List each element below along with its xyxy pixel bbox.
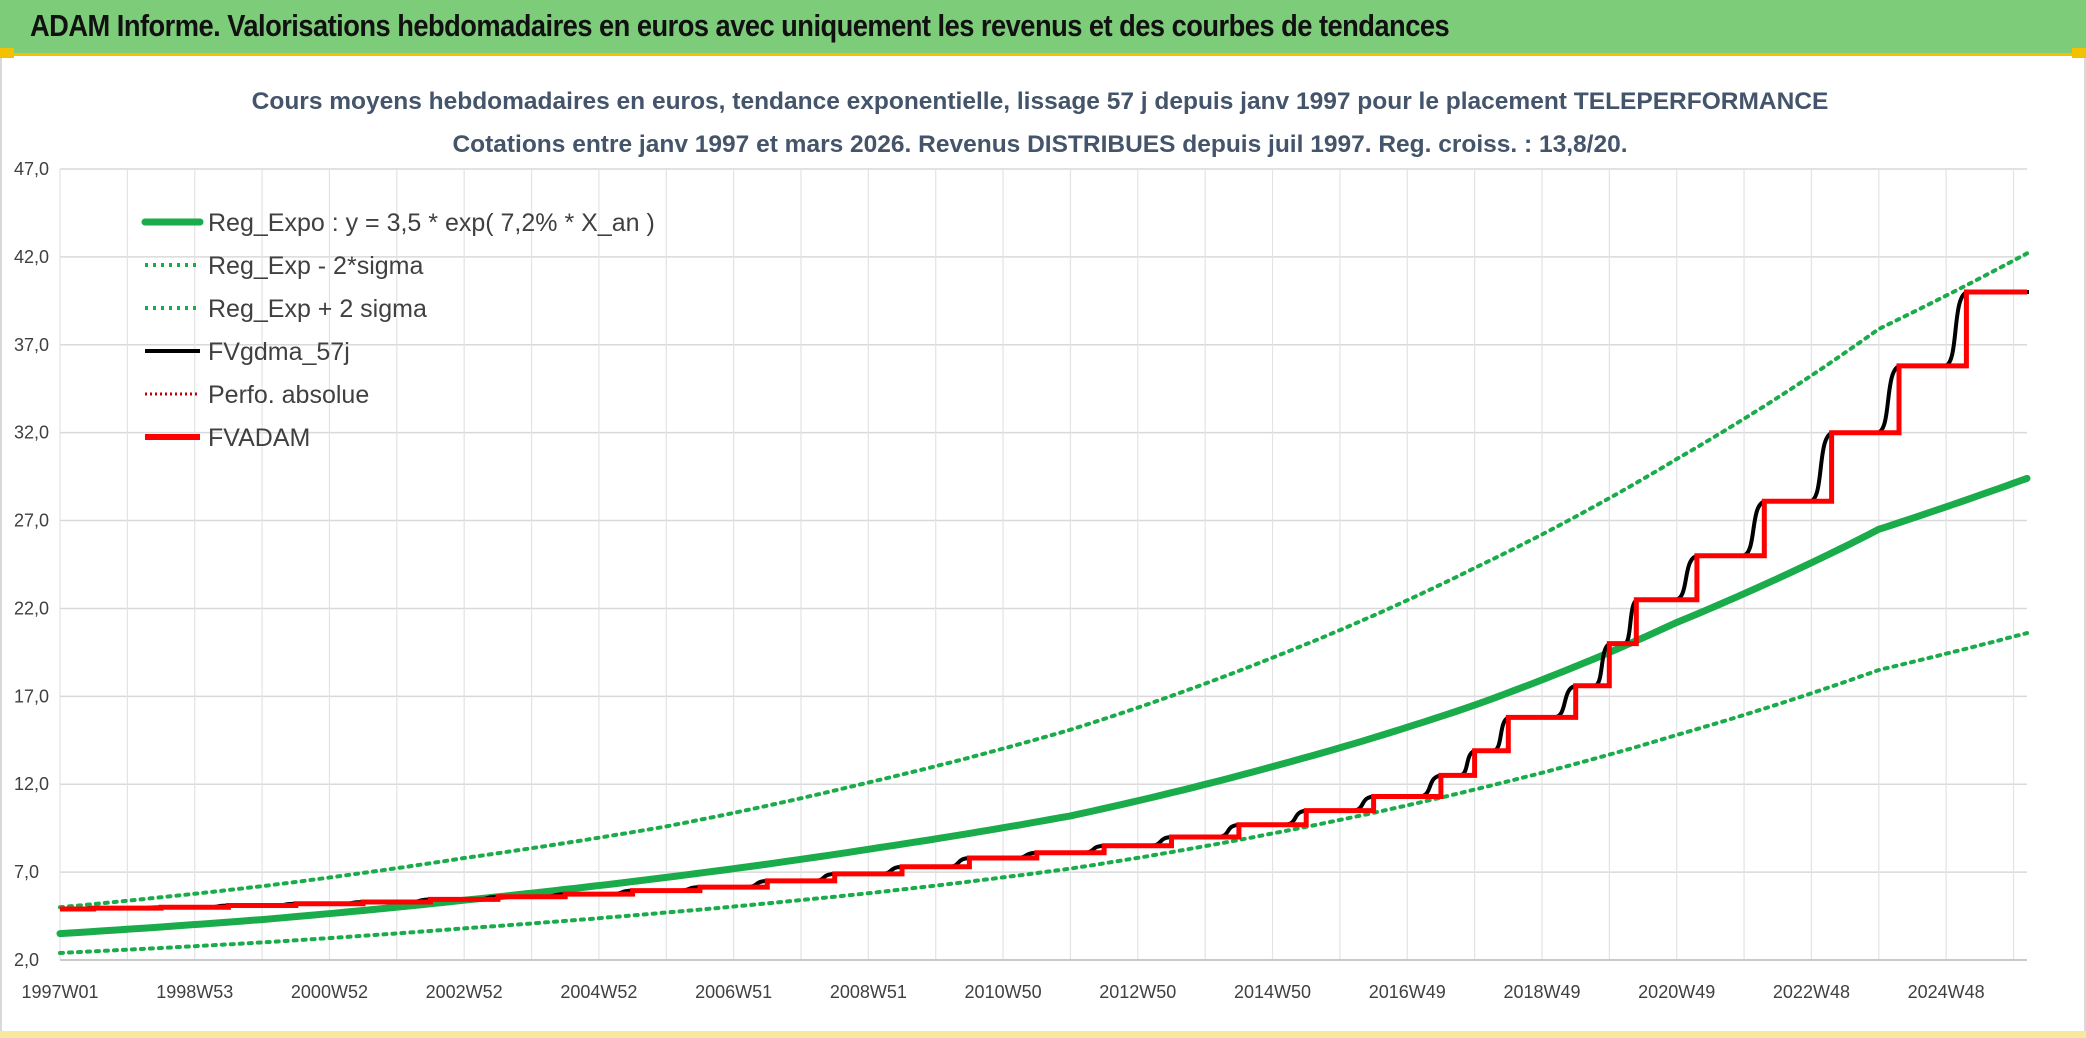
series-reg-exp-plus-2sigma [58,251,2029,910]
legend-label-perfo-absolue: Perfo. absolue [208,381,369,409]
x-tick-label: 1998W53 [156,982,233,1002]
y-tick-label: 17,0 [14,686,49,706]
series-reg-exp-minus-2sigma [58,631,2029,955]
legend-label-fvadam: FVADAM [208,424,310,452]
grid [59,168,2027,961]
legend-label-reg-exp-minus: Reg_Exp - 2*sigma [208,252,423,280]
x-tick-label: 2010W50 [965,982,1042,1002]
y-tick-label: 7,0 [14,862,39,882]
y-tick-label: 37,0 [14,335,49,355]
y-tick-label: 22,0 [14,598,49,618]
legend-item-reg-exp-plus: Reg_Exp + 2 sigma [145,295,427,323]
series-reg-expo [56,474,2031,938]
legend-label-reg-expo: Reg_Expo : y = 3,5 * exp( 7,2% * X_an ) [208,209,655,237]
y-tick-label: 42,0 [14,247,49,267]
legend-label-fvgdma: FVgdma_57j [208,338,350,366]
x-tick-label: 2022W48 [1773,982,1850,1002]
y-tick-label: 47,0 [14,159,49,179]
chart-area: 2,0 7,0 12,0 17,0 22,0 27,0 32,0 37,0 42,0 47,0 19… [14,88,2031,1002]
x-tick-label: 1997W01 [21,982,98,1002]
legend-item-reg-expo: Reg_Expo : y = 3,5 * exp( 7,2% * X_an ) [141,209,655,237]
x-tick-label: 2000W52 [291,982,368,1002]
chart-subtitle: Cotations entre janv 1997 et mars 2026. … [452,131,1627,158]
x-tick-label: 2020W49 [1638,982,1715,1002]
legend-label-reg-exp-plus: Reg_Exp + 2 sigma [208,295,427,323]
banner-corner-right [2072,48,2086,58]
chart-title: Cours moyens hebdomadaires en euros, ten… [252,88,1829,115]
x-tick-label: 2006W51 [695,982,772,1002]
report-banner: ADAM Informe. Valorisations hebdomadaire… [0,0,2086,56]
y-tick-label: 12,0 [14,774,49,794]
x-tick-label: 2004W52 [560,982,637,1002]
legend-item-perfo-absolue: Perfo. absolue [145,381,369,409]
y-tick-label: 32,0 [14,423,49,443]
legend-item-reg-exp-minus: Reg_Exp - 2*sigma [145,252,423,280]
legend-item-fvadam: FVADAM [145,424,310,452]
x-tick-label: 2008W51 [830,982,907,1002]
x-tick-label: 2018W49 [1503,982,1580,1002]
x-tick-label: 2024W48 [1908,982,1985,1002]
x-tick-label: 2014W50 [1234,982,1311,1002]
legend: Reg_Expo : y = 3,5 * exp( 7,2% * X_an ) … [141,209,655,452]
x-tick-label: 2002W52 [426,982,503,1002]
x-tick-label: 2016W49 [1369,982,1446,1002]
report-title: ADAM Informe. Valorisations hebdomadaire… [30,8,1450,43]
x-tick-label: 2012W50 [1099,982,1176,1002]
legend-item-fvgdma: FVgdma_57j [145,338,350,366]
y-tick-label: 2,0 [14,950,39,970]
series-layer [56,251,2031,955]
banner-corner-left [0,48,14,58]
axis-labels: 2,0 7,0 12,0 17,0 22,0 27,0 32,0 37,0 42,0 47,0 19… [14,159,1985,1002]
y-tick-label: 27,0 [14,511,49,531]
bottom-strip [0,1031,2086,1038]
series-fvadam [60,289,2027,912]
